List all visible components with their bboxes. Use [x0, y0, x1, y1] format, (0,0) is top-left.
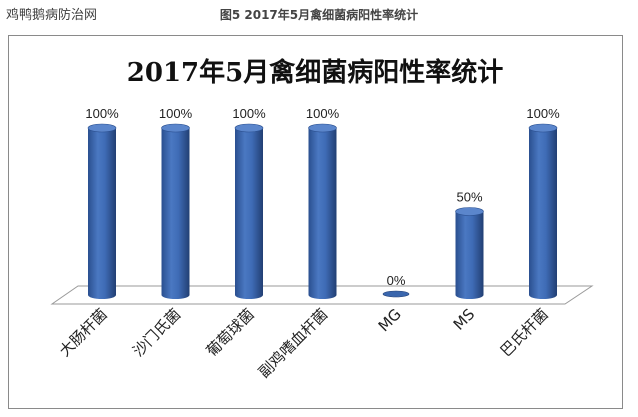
- category-label-ms: MS: [450, 305, 479, 334]
- bar-group: [87, 123, 558, 299]
- data-label-shamen: 100%: [159, 106, 193, 121]
- figure-caption: 图5 2017年5月禽细菌病阳性率统计: [219, 8, 419, 22]
- bar-mg: [382, 290, 410, 298]
- category-label-shamen: 沙门氏菌: [129, 305, 184, 360]
- bar-ms: [455, 211, 484, 299]
- bar-putao: [235, 128, 263, 299]
- category-label-mg: MG: [375, 305, 405, 335]
- bar-top-dachang: [87, 123, 117, 133]
- site-watermark: 鸡鸭鹅病防治网: [6, 8, 98, 23]
- data-label-bashi: 100%: [526, 106, 560, 121]
- data-label-dachang: 100%: [85, 106, 119, 121]
- data-label-ms: 50%: [456, 190, 482, 205]
- category-label-bashi: 巴氏杆菌: [497, 305, 552, 360]
- data-label-group: 100% 100% 100% 100% 0% 50% 100%: [85, 106, 560, 288]
- bar-top-bashi: [528, 123, 558, 133]
- category-label-dachang: 大肠杆菌: [56, 305, 111, 360]
- bar-top-ms: [455, 207, 484, 216]
- data-label-putao: 100%: [232, 106, 266, 121]
- category-label-putao: 葡萄球菌: [203, 305, 258, 360]
- bar-top-putao: [234, 123, 264, 133]
- bar-fujishixue: [308, 128, 337, 299]
- bar-dachang: [88, 128, 116, 299]
- chart-title: 2017年5月禽细菌病阳性率统计: [127, 57, 503, 88]
- bar-bashi: [529, 128, 557, 299]
- bar-top-fujishixue: [308, 123, 337, 133]
- bar-shamen: [161, 128, 190, 299]
- bar-top-shamen: [161, 123, 190, 133]
- category-label-fujishixue: 副鸡嗜血杆菌: [255, 305, 331, 381]
- data-label-mg: 0%: [387, 273, 406, 288]
- data-label-fujishixue: 100%: [306, 106, 340, 121]
